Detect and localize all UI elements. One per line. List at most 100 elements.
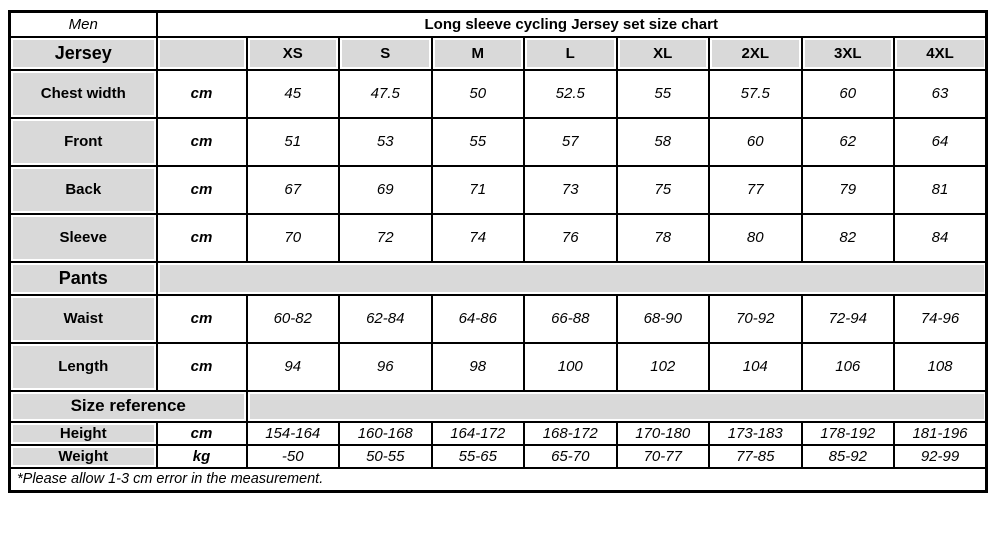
row-label-back: Back (8, 164, 158, 215)
row-label-sleeve: Sleeve (8, 212, 158, 263)
table-row-back: Back cm 67 69 71 73 75 77 79 81 (8, 164, 988, 215)
pants-header-band (155, 260, 988, 296)
value-cell: 78 (615, 212, 710, 263)
unit-cell: cm (155, 420, 248, 446)
table-row-length: Length cm 94 96 98 100 102 104 106 108 (8, 341, 988, 392)
value-cell: 55 (430, 116, 525, 167)
value-cell: 74 (430, 212, 525, 263)
size-reference-band (245, 389, 988, 423)
row-label-length: Length (8, 341, 158, 392)
value-cell: 60 (800, 68, 895, 119)
pants-header-row: Pants (8, 260, 988, 296)
section-size-reference: Size reference (8, 389, 248, 423)
value-cell: 55-65 (430, 443, 525, 469)
value-cell: 65-70 (523, 443, 618, 469)
value-cell: 77 (708, 164, 803, 215)
table-row-waist: Waist cm 60-82 62-84 64-86 66-88 68-90 7… (8, 293, 988, 344)
value-cell: 50-55 (338, 443, 433, 469)
value-cell: 57.5 (708, 68, 803, 119)
size-header-s: S (338, 35, 433, 71)
size-header-4xl: 4XL (893, 35, 988, 71)
unit-cell: cm (155, 341, 248, 392)
value-cell: 45 (245, 68, 340, 119)
value-cell: 63 (893, 68, 988, 119)
gender-cell: Men (8, 10, 158, 38)
value-cell: 85-92 (800, 443, 895, 469)
value-cell: 67 (245, 164, 340, 215)
unit-cell: cm (155, 116, 248, 167)
table-row-chest-width: Chest width cm 45 47.5 50 52.5 55 57.5 6… (8, 68, 988, 119)
value-cell: 75 (615, 164, 710, 215)
value-cell: 74-96 (893, 293, 988, 344)
value-cell: 168-172 (523, 420, 618, 446)
value-cell: 178-192 (800, 420, 895, 446)
footnote: *Please allow 1-3 cm error in the measur… (8, 466, 988, 493)
size-header-3xl: 3XL (800, 35, 895, 71)
row-label-height: Height (8, 420, 158, 446)
value-cell: 106 (800, 341, 895, 392)
empty-unit-header-cell (155, 35, 248, 71)
title-row: Men Long sleeve cycling Jersey set size … (8, 10, 988, 38)
value-cell: 47.5 (338, 68, 433, 119)
value-cell: 173-183 (708, 420, 803, 446)
size-chart-table: Men Long sleeve cycling Jersey set size … (8, 10, 988, 493)
value-cell: 102 (615, 341, 710, 392)
value-cell: 79 (800, 164, 895, 215)
unit-cell: cm (155, 164, 248, 215)
row-label-front: Front (8, 116, 158, 167)
value-cell: 94 (245, 341, 340, 392)
value-cell: 160-168 (338, 420, 433, 446)
value-cell: 71 (430, 164, 525, 215)
value-cell: 73 (523, 164, 618, 215)
chart-title: Long sleeve cycling Jersey set size char… (155, 10, 988, 38)
value-cell: 57 (523, 116, 618, 167)
size-header-l: L (523, 35, 618, 71)
value-cell: 51 (245, 116, 340, 167)
value-cell: 181-196 (893, 420, 988, 446)
unit-cell: cm (155, 293, 248, 344)
value-cell: 72 (338, 212, 433, 263)
section-jersey: Jersey (8, 35, 158, 71)
unit-cell: kg (155, 443, 248, 469)
table-row-weight: Weight kg -50 50-55 55-65 65-70 70-77 77… (8, 443, 988, 469)
value-cell: 64-86 (430, 293, 525, 344)
value-cell: 68-90 (615, 293, 710, 344)
row-label-weight: Weight (8, 443, 158, 469)
size-reference-header-row: Size reference (8, 389, 988, 423)
value-cell: 96 (338, 341, 433, 392)
table-row-front: Front cm 51 53 55 57 58 60 62 64 (8, 116, 988, 167)
value-cell: 60 (708, 116, 803, 167)
value-cell: 70-92 (708, 293, 803, 344)
value-cell: 52.5 (523, 68, 618, 119)
value-cell: 92-99 (893, 443, 988, 469)
value-cell: 80 (708, 212, 803, 263)
value-cell: -50 (245, 443, 340, 469)
section-pants: Pants (8, 260, 158, 296)
footnote-row: *Please allow 1-3 cm error in the measur… (8, 466, 988, 493)
value-cell: 76 (523, 212, 618, 263)
value-cell: 72-94 (800, 293, 895, 344)
value-cell: 69 (338, 164, 433, 215)
size-header-2xl: 2XL (708, 35, 803, 71)
value-cell: 53 (338, 116, 433, 167)
value-cell: 98 (430, 341, 525, 392)
unit-cell: cm (155, 68, 248, 119)
value-cell: 81 (893, 164, 988, 215)
value-cell: 58 (615, 116, 710, 167)
value-cell: 154-164 (245, 420, 340, 446)
table-row-sleeve: Sleeve cm 70 72 74 76 78 80 82 84 (8, 212, 988, 263)
value-cell: 66-88 (523, 293, 618, 344)
value-cell: 70-77 (615, 443, 710, 469)
value-cell: 70 (245, 212, 340, 263)
unit-cell: cm (155, 212, 248, 263)
value-cell: 62 (800, 116, 895, 167)
value-cell: 108 (893, 341, 988, 392)
value-cell: 84 (893, 212, 988, 263)
value-cell: 60-82 (245, 293, 340, 344)
value-cell: 64 (893, 116, 988, 167)
jersey-header-row: Jersey XS S M L XL 2XL 3XL 4XL (8, 35, 988, 71)
size-header-m: M (430, 35, 525, 71)
value-cell: 55 (615, 68, 710, 119)
size-header-xs: XS (245, 35, 340, 71)
size-header-xl: XL (615, 35, 710, 71)
